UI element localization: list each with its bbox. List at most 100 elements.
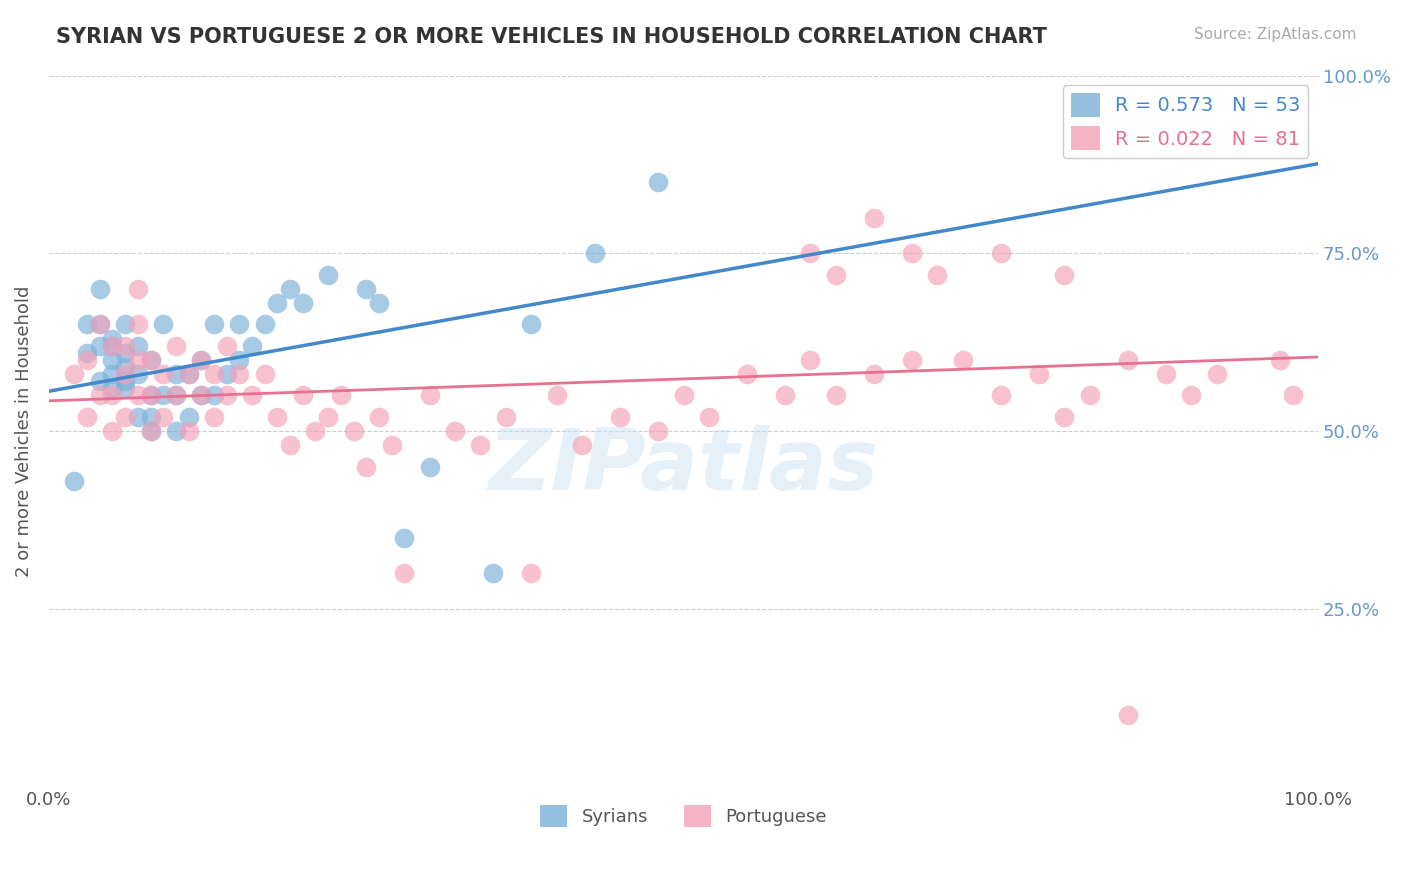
- Point: [89, 374, 111, 388]
- Point: [177, 367, 200, 381]
- Point: [1116, 708, 1139, 723]
- Point: [773, 388, 796, 402]
- Point: [228, 352, 250, 367]
- Point: [165, 388, 187, 402]
- Point: [89, 388, 111, 402]
- Point: [101, 388, 124, 402]
- Point: [190, 352, 212, 367]
- Point: [177, 424, 200, 438]
- Point: [1154, 367, 1177, 381]
- Point: [202, 318, 225, 332]
- Point: [1078, 388, 1101, 402]
- Point: [139, 424, 162, 438]
- Point: [89, 318, 111, 332]
- Point: [177, 367, 200, 381]
- Point: [215, 367, 238, 381]
- Point: [316, 268, 339, 282]
- Point: [114, 359, 136, 374]
- Point: [419, 388, 441, 402]
- Point: [901, 246, 924, 260]
- Point: [316, 409, 339, 424]
- Point: [278, 282, 301, 296]
- Point: [394, 566, 416, 581]
- Point: [165, 388, 187, 402]
- Point: [304, 424, 326, 438]
- Point: [89, 318, 111, 332]
- Point: [139, 388, 162, 402]
- Point: [202, 409, 225, 424]
- Point: [1053, 268, 1076, 282]
- Point: [165, 339, 187, 353]
- Text: SYRIAN VS PORTUGUESE 2 OR MORE VEHICLES IN HOUSEHOLD CORRELATION CHART: SYRIAN VS PORTUGUESE 2 OR MORE VEHICLES …: [56, 27, 1047, 46]
- Point: [609, 409, 631, 424]
- Point: [824, 388, 846, 402]
- Point: [139, 409, 162, 424]
- Point: [1281, 388, 1303, 402]
- Point: [368, 296, 391, 310]
- Point: [342, 424, 364, 438]
- Point: [89, 339, 111, 353]
- Point: [101, 424, 124, 438]
- Point: [152, 409, 174, 424]
- Point: [76, 409, 98, 424]
- Point: [190, 388, 212, 402]
- Point: [901, 352, 924, 367]
- Point: [1243, 90, 1265, 104]
- Point: [735, 367, 758, 381]
- Point: [215, 388, 238, 402]
- Legend: Syrians, Portuguese: Syrians, Portuguese: [533, 797, 834, 834]
- Point: [520, 318, 543, 332]
- Point: [101, 352, 124, 367]
- Point: [253, 318, 276, 332]
- Point: [127, 388, 149, 402]
- Point: [266, 296, 288, 310]
- Text: ZIPatlas: ZIPatlas: [488, 425, 879, 508]
- Point: [253, 367, 276, 381]
- Point: [89, 282, 111, 296]
- Point: [444, 424, 467, 438]
- Point: [278, 438, 301, 452]
- Point: [152, 318, 174, 332]
- Point: [101, 381, 124, 395]
- Point: [394, 531, 416, 545]
- Point: [863, 367, 886, 381]
- Point: [266, 409, 288, 424]
- Point: [114, 318, 136, 332]
- Point: [127, 339, 149, 353]
- Point: [952, 352, 974, 367]
- Point: [329, 388, 352, 402]
- Point: [63, 474, 86, 488]
- Point: [101, 339, 124, 353]
- Point: [114, 367, 136, 381]
- Point: [368, 409, 391, 424]
- Point: [1053, 409, 1076, 424]
- Point: [799, 352, 821, 367]
- Point: [697, 409, 720, 424]
- Point: [114, 409, 136, 424]
- Point: [240, 339, 263, 353]
- Point: [571, 438, 593, 452]
- Point: [927, 268, 949, 282]
- Text: Source: ZipAtlas.com: Source: ZipAtlas.com: [1194, 27, 1357, 42]
- Point: [990, 388, 1012, 402]
- Point: [139, 424, 162, 438]
- Point: [139, 388, 162, 402]
- Point: [863, 211, 886, 225]
- Point: [152, 367, 174, 381]
- Point: [520, 566, 543, 581]
- Point: [495, 409, 517, 424]
- Point: [139, 352, 162, 367]
- Point: [672, 388, 695, 402]
- Point: [647, 424, 669, 438]
- Point: [165, 424, 187, 438]
- Point: [291, 388, 314, 402]
- Point: [240, 388, 263, 402]
- Point: [291, 296, 314, 310]
- Point: [101, 367, 124, 381]
- Y-axis label: 2 or more Vehicles in Household: 2 or more Vehicles in Household: [15, 285, 32, 577]
- Point: [1205, 367, 1227, 381]
- Point: [177, 409, 200, 424]
- Point: [127, 282, 149, 296]
- Point: [381, 438, 404, 452]
- Point: [583, 246, 606, 260]
